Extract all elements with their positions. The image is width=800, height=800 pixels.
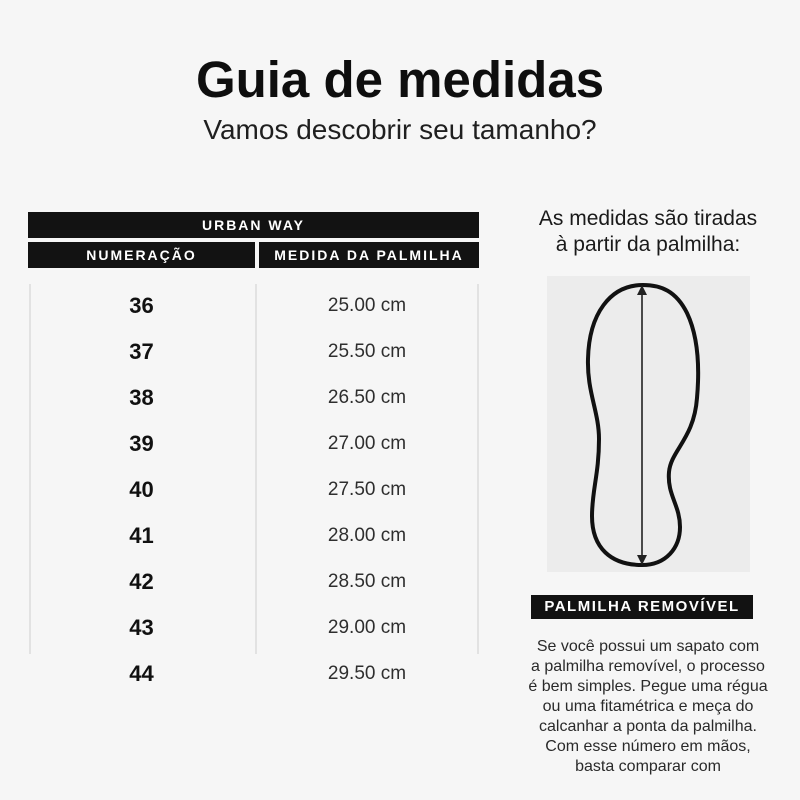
page-subtitle: Vamos descobrir seu tamanho?	[203, 114, 597, 145]
table-row: 44 29.50 cm	[28, 651, 479, 697]
table-divider-middle	[255, 284, 257, 654]
instructions-line: a palmilha removível, o processo	[531, 658, 765, 675]
size-value: 40	[129, 477, 154, 502]
length-arrow-icon	[637, 285, 647, 565]
size-table: URBAN WAY NUMERAÇÃO MEDIDA DA PALMILHA 3…	[28, 212, 479, 686]
size-value: 41	[129, 523, 154, 548]
column-headers: NUMERAÇÃO MEDIDA DA PALMILHA	[28, 242, 479, 268]
insole-measure-value: 25.50 cm	[327, 341, 407, 362]
table-divider-left	[29, 284, 31, 654]
measurement-heading: As medidas são tiradas à partir da palmi…	[495, 206, 800, 258]
insole-measure-value: 29.50 cm	[327, 663, 407, 684]
column-header-insole: MEDIDA DA PALMILHA	[259, 242, 479, 268]
insole-outline-icon	[585, 283, 701, 567]
insole-measure-value: 27.00 cm	[327, 433, 407, 454]
column-header-size: NUMERAÇÃO	[28, 242, 255, 268]
size-value: 42	[129, 569, 154, 594]
instructions-paragraph: Se você possui um sapato com a palmilha …	[495, 637, 800, 777]
instructions-line: Com esse número em mãos,	[545, 738, 751, 755]
insole-measure-value: 26.50 cm	[327, 387, 407, 408]
insole-measure-value: 28.50 cm	[327, 571, 407, 592]
table-row: 40 27.50 cm	[28, 467, 479, 513]
instructions-line: basta comparar com	[575, 758, 721, 775]
table-row: 43 29.00 cm	[28, 605, 479, 651]
insole-measure-value: 29.00 cm	[327, 617, 407, 638]
measurement-heading-line1: As medidas são tiradas	[538, 207, 758, 230]
insole-measure-value: 25.00 cm	[327, 295, 407, 316]
size-value: 38	[129, 385, 154, 410]
table-divider-right	[477, 284, 479, 654]
table-row: 41 28.00 cm	[28, 513, 479, 559]
instructions-line: é bem simples. Pegue uma régua	[528, 678, 768, 695]
size-table-rows: 36 25.00 cm 37 25.50 cm 38 26.50 cm 39 2…	[28, 283, 479, 697]
brand-header: URBAN WAY	[28, 212, 479, 238]
table-row: 42 28.50 cm	[28, 559, 479, 605]
size-value: 36	[129, 293, 154, 318]
table-row: 39 27.00 cm	[28, 421, 479, 467]
size-value: 37	[129, 339, 154, 364]
removable-insole-badge: PALMILHA REMOVÍVEL	[531, 595, 753, 619]
instructions-line: calcanhar a ponta da palmilha.	[539, 718, 757, 735]
instructions-line: Se você possui um sapato com	[536, 638, 760, 655]
table-row: 38 26.50 cm	[28, 375, 479, 421]
insole-measure-value: 28.00 cm	[327, 525, 407, 546]
size-value: 44	[129, 661, 154, 686]
size-value: 39	[129, 431, 154, 456]
size-value: 43	[129, 615, 154, 640]
instructions-line: ou uma fitamétrica e meça do	[542, 698, 754, 715]
table-row: 37 25.50 cm	[28, 329, 479, 375]
table-row: 36 25.00 cm	[28, 283, 479, 329]
page-title: Guia de medidas	[195, 51, 605, 108]
insole-measure-value: 27.50 cm	[327, 479, 407, 500]
measurement-heading-line2: à partir da palmilha:	[555, 233, 741, 256]
insole-diagram	[547, 276, 750, 572]
